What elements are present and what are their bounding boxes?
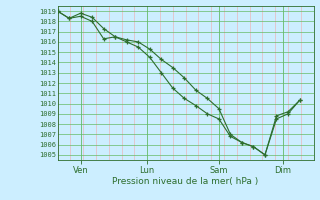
X-axis label: Pression niveau de la mer( hPa ): Pression niveau de la mer( hPa ) [112, 177, 259, 186]
